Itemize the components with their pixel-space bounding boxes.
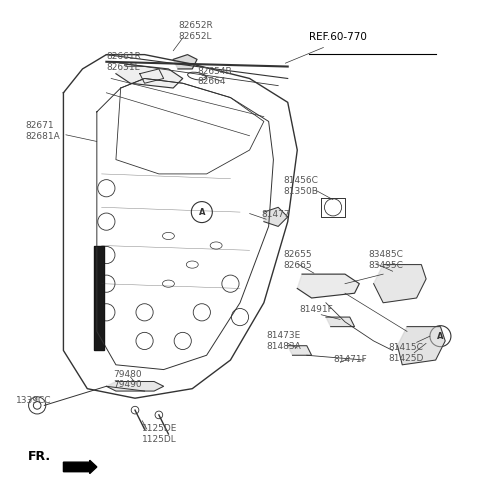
- Text: 82655
82665: 82655 82665: [283, 250, 312, 270]
- Text: 1125DE
1125DL: 1125DE 1125DL: [142, 424, 178, 444]
- Polygon shape: [107, 382, 164, 391]
- Text: 81477: 81477: [262, 210, 290, 218]
- Text: 81415C
81425D: 81415C 81425D: [388, 343, 423, 363]
- Text: A: A: [437, 332, 444, 341]
- Text: 82671
82681A: 82671 82681A: [25, 121, 60, 141]
- Polygon shape: [173, 55, 197, 69]
- Text: 81491F: 81491F: [300, 305, 334, 314]
- FancyArrow shape: [63, 460, 97, 474]
- Polygon shape: [116, 64, 183, 88]
- Polygon shape: [373, 265, 426, 303]
- Text: 83485C
83495C: 83485C 83495C: [369, 250, 404, 270]
- Text: 81473E
81483A: 81473E 81483A: [266, 331, 301, 351]
- Text: A: A: [199, 208, 205, 217]
- Text: 79480
79490: 79480 79490: [114, 370, 142, 389]
- Text: 81471F: 81471F: [333, 355, 367, 364]
- Text: 82652R
82652L: 82652R 82652L: [178, 21, 213, 41]
- Text: 1339CC: 1339CC: [16, 396, 51, 405]
- Polygon shape: [264, 207, 288, 226]
- Text: FR.: FR.: [28, 450, 51, 463]
- Text: 82654B
82664: 82654B 82664: [197, 67, 232, 86]
- Polygon shape: [297, 274, 360, 298]
- Polygon shape: [397, 327, 445, 365]
- Text: REF.60-770: REF.60-770: [309, 32, 367, 42]
- Text: 81456C
81350B: 81456C 81350B: [283, 176, 318, 196]
- Polygon shape: [288, 346, 312, 355]
- Polygon shape: [326, 317, 355, 327]
- Text: 82661R
82651L: 82661R 82651L: [107, 52, 141, 72]
- Polygon shape: [95, 246, 104, 351]
